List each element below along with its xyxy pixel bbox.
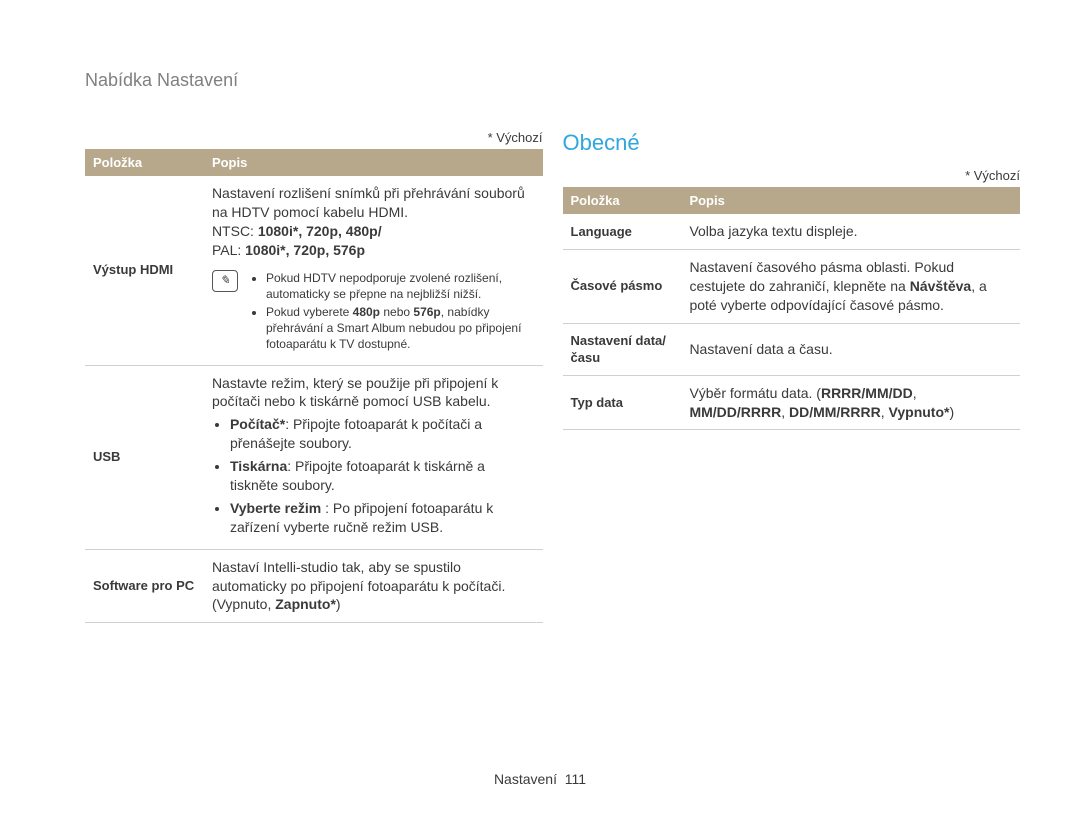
right-column: Obecné * Výchozí Položka Popis LanguageV…	[563, 130, 1021, 623]
col-header-desc: Popis	[204, 149, 543, 176]
row-tail: (Vypnuto, Zapnuto*)	[212, 595, 535, 614]
col-header-desc: Popis	[681, 187, 1020, 214]
left-table: Položka Popis Výstup HDMINastavení rozli…	[85, 149, 543, 623]
row-desc: Výběr formátu data. (RRRR/MM/DD, MM/DD/R…	[681, 375, 1020, 430]
row-label: Nastavení data/času	[563, 323, 682, 375]
footer-page-no: 111	[565, 771, 586, 787]
row-desc: Nastavení rozlišení snímků při přehráván…	[204, 176, 543, 365]
section-title: Obecné	[563, 130, 1021, 156]
col-header-item: Položka	[563, 187, 682, 214]
table-header-row: Položka Popis	[85, 149, 543, 176]
note-list: Pokud HDTV nepodporuje zvolené rozlišení…	[248, 268, 535, 355]
content-columns: * Výchozí Položka Popis Výstup HDMINasta…	[85, 130, 1020, 623]
row-label: Language	[563, 214, 682, 249]
row-label: Výstup HDMI	[85, 176, 204, 365]
table-row: USBNastavte režim, který se použije při …	[85, 365, 543, 549]
default-note-left: * Výchozí	[85, 130, 543, 145]
page-title: Nabídka Nastavení	[85, 70, 238, 91]
row-desc: Nastavení data a času.	[681, 323, 1020, 375]
row-label: Typ data	[563, 375, 682, 430]
desc-item: Vyberte režim : Po připojení fotoaparátu…	[230, 499, 535, 537]
row-desc: Nastavení časového pásma oblasti. Pokud …	[681, 249, 1020, 323]
row-line: NTSC: 1080i*, 720p, 480p/	[212, 222, 535, 241]
table-header-row: Položka Popis	[563, 187, 1021, 214]
note-item: Pokud HDTV nepodporuje zvolené rozlišení…	[266, 270, 535, 302]
row-intro: Nastavte režim, který se použije při při…	[212, 374, 535, 412]
footer-label: Nastavení	[494, 771, 557, 787]
note-box: ✎ Pokud HDTV nepodporuje zvolené rozlišen…	[212, 266, 535, 357]
left-column: * Výchozí Položka Popis Výstup HDMINasta…	[85, 130, 543, 623]
table-row: Software pro PCNastaví Intelli-studio ta…	[85, 549, 543, 623]
row-desc: Volba jazyka textu displeje.	[681, 214, 1020, 249]
table-row: Nastavení data/časuNastavení data a času…	[563, 323, 1021, 375]
row-intro: Nastaví Intelli-studio tak, aby se spust…	[212, 558, 535, 596]
row-desc: Nastavte režim, který se použije při při…	[204, 365, 543, 549]
desc-item: Tiskárna: Připojte fotoaparát k tiskárně…	[230, 457, 535, 495]
desc-list: Počítač*: Připojte fotoaparát k počítači…	[212, 415, 535, 536]
row-desc: Nastaví Intelli-studio tak, aby se spust…	[204, 549, 543, 623]
table-row: LanguageVolba jazyka textu displeje.	[563, 214, 1021, 249]
note-item: Pokud vyberete 480p nebo 576p, nabídky p…	[266, 304, 535, 353]
note-icon: ✎	[212, 270, 238, 292]
row-label: Časové pásmo	[563, 249, 682, 323]
page-footer: Nastavení 111	[0, 771, 1080, 787]
col-header-item: Položka	[85, 149, 204, 176]
row-intro: Nastavení rozlišení snímků při přehráván…	[212, 184, 535, 222]
table-row: Typ dataVýběr formátu data. (RRRR/MM/DD,…	[563, 375, 1021, 430]
row-line: PAL: 1080i*, 720p, 576p	[212, 241, 535, 260]
default-note-right: * Výchozí	[563, 168, 1021, 183]
desc-item: Počítač*: Připojte fotoaparát k počítači…	[230, 415, 535, 453]
table-row: Časové pásmoNastavení časového pásma obl…	[563, 249, 1021, 323]
table-row: Výstup HDMINastavení rozlišení snímků př…	[85, 176, 543, 365]
row-label: Software pro PC	[85, 549, 204, 623]
right-table: Položka Popis LanguageVolba jazyka textu…	[563, 187, 1021, 430]
row-label: USB	[85, 365, 204, 549]
